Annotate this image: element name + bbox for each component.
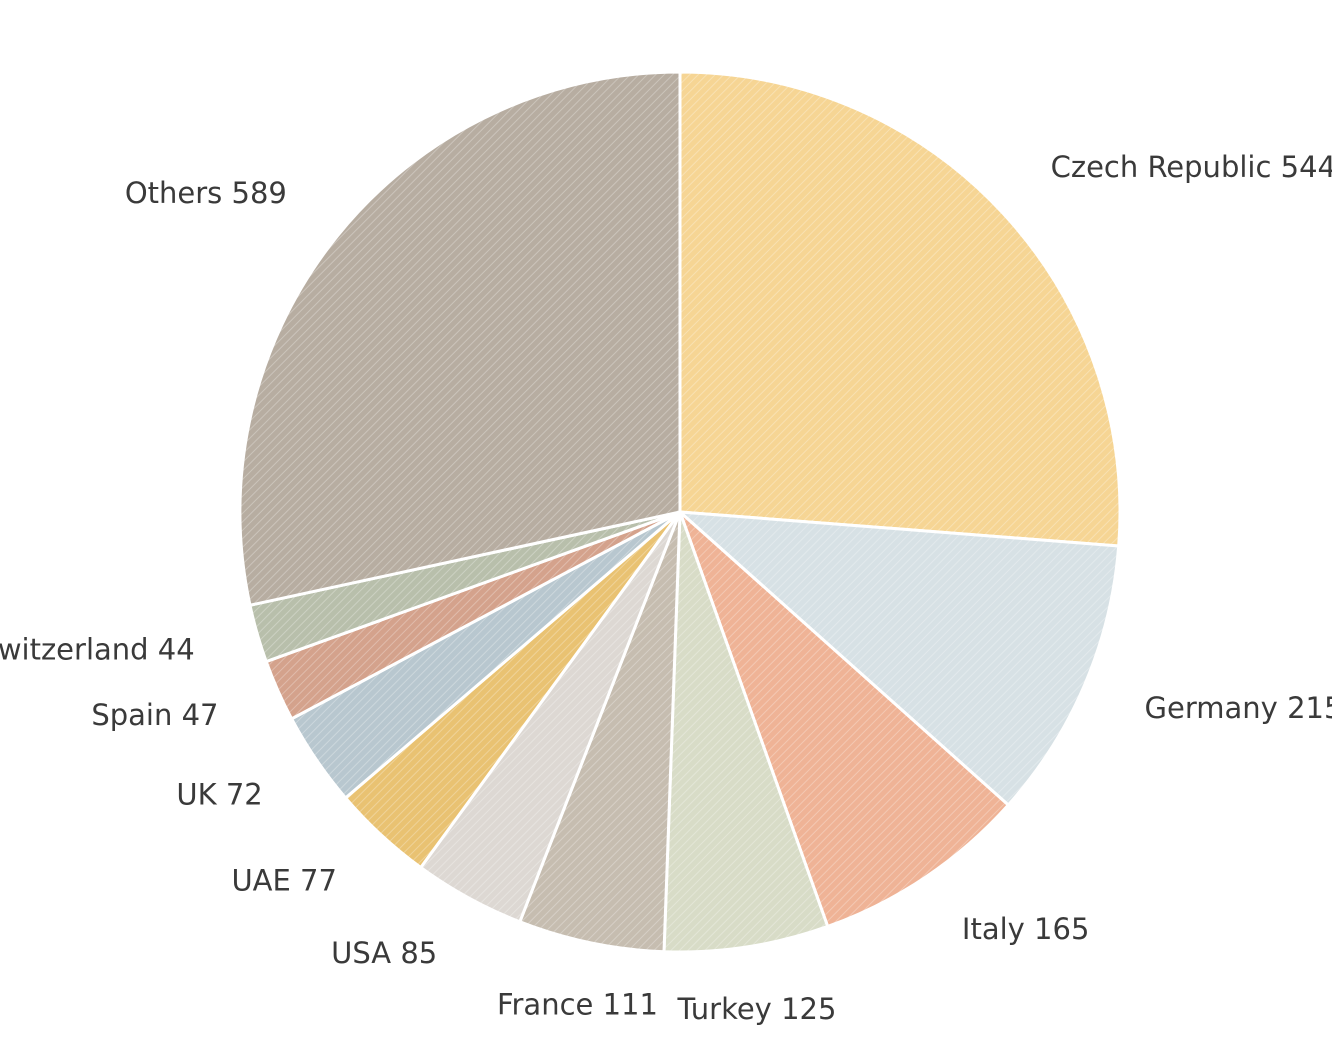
slice-label: Italy 165 (962, 912, 1090, 946)
slice-value: 165 (1034, 912, 1089, 946)
slice-hatch (291, 512, 680, 798)
category-name: Switzerland (0, 633, 149, 667)
category-name: France (497, 987, 593, 1021)
slice-hatch (249, 512, 680, 662)
slice-hatch (239, 72, 680, 606)
slice-label: France 111 (497, 987, 658, 1021)
slice-hatch (680, 512, 1119, 805)
slice-label: Turkey 125 (676, 992, 836, 1026)
category-name: UAE (231, 864, 290, 898)
category-name: USA (331, 936, 391, 970)
slice-label: Spain 47 (91, 698, 218, 732)
slice-hatch (345, 512, 680, 868)
slice-label: Germany 215 (1145, 691, 1332, 725)
category-name: Italy (962, 912, 1025, 946)
slice-label: Switzerland 44 (0, 633, 195, 667)
slice-label: Others 589 (125, 176, 287, 210)
slice-value: 544 (1281, 150, 1332, 184)
slice-value: 44 (158, 633, 195, 667)
slice-value: 85 (400, 936, 437, 970)
slice-label: UK 72 (176, 777, 262, 811)
slice-value: 125 (781, 992, 836, 1026)
slice-hatch (680, 72, 1120, 546)
category-name: Germany (1145, 691, 1278, 725)
slice-hatch (680, 512, 1009, 927)
slice-value: 47 (182, 698, 219, 732)
slice-hatch (664, 512, 828, 952)
category-name: Turkey (676, 992, 771, 1026)
category-name: Spain (91, 698, 172, 732)
slice-value: 589 (232, 176, 287, 210)
slice-value: 77 (300, 864, 337, 898)
slice-value: 72 (226, 777, 263, 811)
category-name: Others (125, 176, 222, 210)
slice-hatch (420, 512, 680, 922)
slice-hatch (519, 512, 680, 952)
slice-label: UAE 77 (231, 864, 337, 898)
category-name: Czech Republic (1051, 150, 1272, 184)
slice-value: 111 (603, 987, 658, 1021)
slice-value: 215 (1287, 691, 1332, 725)
slice-label: Czech Republic 544 (1051, 150, 1332, 184)
slice-label: USA 85 (331, 936, 437, 970)
category-name: UK (176, 777, 217, 811)
slice-hatch (266, 512, 680, 719)
